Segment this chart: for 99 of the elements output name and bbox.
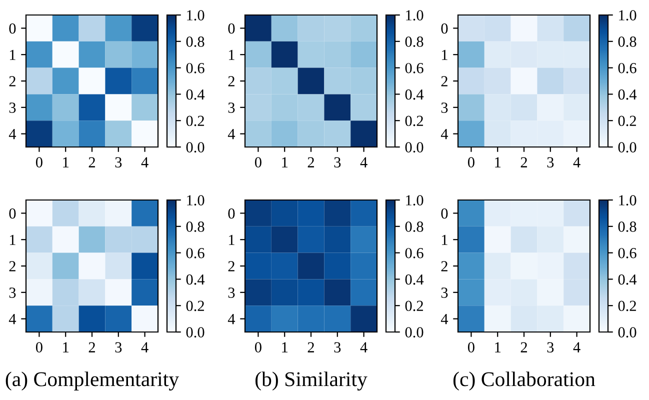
y-tick-label: 1	[228, 234, 234, 245]
x-tick-label: 2	[308, 342, 314, 352]
x-tick-label: 1	[63, 342, 69, 352]
y-tick-label: 1	[10, 234, 16, 245]
text: (a) Complementarity	[6, 372, 179, 391]
y-tick-label: 1	[442, 50, 448, 60]
x-tick-label: 0	[254, 157, 262, 168]
color-bar-label: 0.8	[405, 222, 424, 232]
color-bar-label: 1.0	[406, 10, 424, 21]
y-tick-label: 2	[228, 76, 234, 86]
color-bar-label: 0.6	[618, 248, 636, 258]
y-tick-label: 4	[8, 129, 16, 140]
x-tick-label: 1	[495, 157, 501, 168]
color-bar-label: 0.2	[618, 300, 636, 312]
y-tick-label: 0	[9, 23, 16, 34]
y-tick-label: 4	[440, 314, 448, 324]
x-tick-label: 2	[88, 342, 95, 352]
color-bar-label: 1.0	[619, 195, 636, 206]
x-tick-label: 4	[360, 157, 368, 168]
x-tick-label: 2	[308, 157, 314, 168]
y-tick-label: 3	[441, 102, 448, 113]
color-bar-label: 0.4	[618, 274, 637, 285]
x-tick-label: 4	[573, 157, 580, 168]
y-tick-label: 4	[228, 314, 236, 324]
color-bar-label: 0.0	[186, 327, 204, 338]
color-bar-label: 0.8	[186, 222, 204, 232]
color-bar-label: 0.0	[405, 142, 424, 153]
text: (c) Collaboration	[453, 372, 596, 390]
color-bar-label: 0.6	[186, 248, 204, 258]
y-tick-label: 4	[228, 129, 236, 140]
color-bar-label: 0.4	[405, 274, 424, 285]
x-tick-label: 1	[282, 342, 288, 352]
y-tick-label: 0	[9, 208, 16, 219]
color-bar-label: 0.4	[618, 89, 637, 100]
y-tick-label: 0	[228, 208, 235, 219]
y-tick-label: 0	[441, 23, 448, 34]
x-tick-label: 3	[334, 342, 341, 352]
color-bar-label: 0.2	[405, 116, 423, 126]
x-tick-label: 0	[36, 157, 42, 168]
color-bar-label: 0.4	[186, 89, 205, 100]
x-tick-label: 4	[141, 342, 148, 352]
x-tick-label: 1	[63, 157, 69, 168]
y-tick-label: 3	[9, 102, 16, 113]
color-bar-label: 0.6	[405, 62, 424, 74]
color-bar-label: 0.8	[618, 36, 636, 47]
y-tick-label: 2	[441, 261, 448, 272]
y-tick-label: 3	[441, 288, 448, 298]
y-tick-label: 2	[9, 261, 16, 272]
color-bar-label: 0.8	[618, 222, 636, 232]
x-tick-label: 0	[468, 157, 474, 168]
y-tick-label: 1	[10, 50, 16, 60]
y-tick-label: 0	[228, 23, 235, 34]
y-tick-label: 1	[442, 234, 448, 245]
color-bar-label: 0.8	[405, 36, 424, 47]
color-bar-label: 1.0	[187, 195, 204, 206]
x-tick-label: 2	[520, 157, 527, 168]
x-tick-label: 4	[141, 157, 148, 168]
x-tick-label: 3	[334, 157, 341, 168]
color-bar-label: 0.2	[186, 300, 204, 312]
y-tick-label: 1	[228, 50, 234, 60]
color-bar-label: 0.0	[405, 327, 424, 338]
x-tick-label: 3	[547, 157, 554, 168]
text: (b) Similarity	[256, 372, 368, 391]
y-tick-label: 3	[228, 102, 235, 113]
color-bar-label: 0.0	[618, 327, 636, 338]
color-bar-label: 0.2	[405, 300, 423, 312]
y-tick-label: 4	[8, 314, 16, 324]
x-tick-label: 0	[36, 342, 42, 352]
x-tick-label: 0	[468, 342, 474, 352]
y-tick-label: 0	[441, 208, 448, 219]
y-tick-label: 3	[9, 288, 16, 298]
color-bar-label: 0.0	[618, 142, 636, 153]
color-bar-label: 0.0	[186, 142, 204, 153]
color-bar-label: 0.4	[186, 274, 205, 285]
x-tick-label: 3	[115, 157, 122, 168]
color-bar-label: 0.6	[618, 62, 636, 74]
x-tick-label: 2	[88, 157, 95, 168]
y-tick-label: 2	[441, 76, 448, 86]
color-bar-label: 1.0	[406, 195, 424, 206]
color-bar-label: 1.0	[187, 10, 204, 21]
color-bar-label: 0.2	[186, 116, 204, 126]
x-tick-label: 3	[547, 342, 554, 352]
y-tick-label: 4	[440, 129, 448, 140]
x-tick-label: 2	[520, 342, 527, 352]
color-bar-label: 0.4	[405, 89, 424, 100]
x-tick-label: 4	[360, 342, 368, 352]
x-tick-label: 3	[115, 342, 122, 352]
x-tick-label: 1	[495, 342, 501, 352]
x-tick-label: 1	[282, 157, 288, 168]
y-tick-label: 2	[9, 76, 16, 86]
x-tick-label: 0	[254, 342, 262, 352]
color-bar-label: 0.6	[186, 62, 204, 74]
x-tick-label: 4	[573, 342, 580, 352]
color-bar-label: 1.0	[619, 10, 636, 21]
color-bar-label: 0.6	[405, 248, 424, 258]
color-bar-label: 0.2	[618, 116, 636, 126]
y-tick-label: 2	[228, 261, 234, 272]
color-bar-label: 0.8	[186, 36, 204, 47]
y-tick-label: 3	[228, 288, 235, 298]
